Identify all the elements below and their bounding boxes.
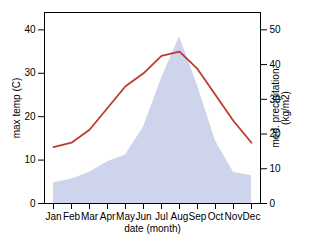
svg-text:Feb: Feb [63,211,81,222]
svg-text:Sep: Sep [189,211,207,222]
svg-text:Mar: Mar [81,211,99,222]
svg-text:max temp (C): max temp (C) [11,78,22,139]
svg-text:Jul: Jul [155,211,168,222]
svg-text:Apr: Apr [100,211,116,222]
svg-text:Dec: Dec [243,211,261,222]
svg-text:10: 10 [270,163,282,174]
svg-text:Nov: Nov [225,211,243,222]
svg-text:10: 10 [24,154,36,165]
svg-text:40: 40 [24,24,36,35]
svg-text:0: 0 [30,198,36,209]
svg-text:Jun: Jun [135,211,151,222]
svg-text:date (month): date (month) [124,223,181,234]
svg-text:50: 50 [270,24,282,35]
svg-text:0: 0 [270,198,276,209]
svg-text:20: 20 [24,111,36,122]
svg-text:med. precipitation(kg/m2): med. precipitation(kg/m2) [270,69,291,148]
svg-text:30: 30 [24,67,36,78]
svg-text:Oct: Oct [208,211,224,222]
svg-text:40: 40 [270,59,282,70]
svg-text:May: May [116,211,135,222]
svg-text:Aug: Aug [171,211,189,222]
svg-text:Jan: Jan [45,211,61,222]
